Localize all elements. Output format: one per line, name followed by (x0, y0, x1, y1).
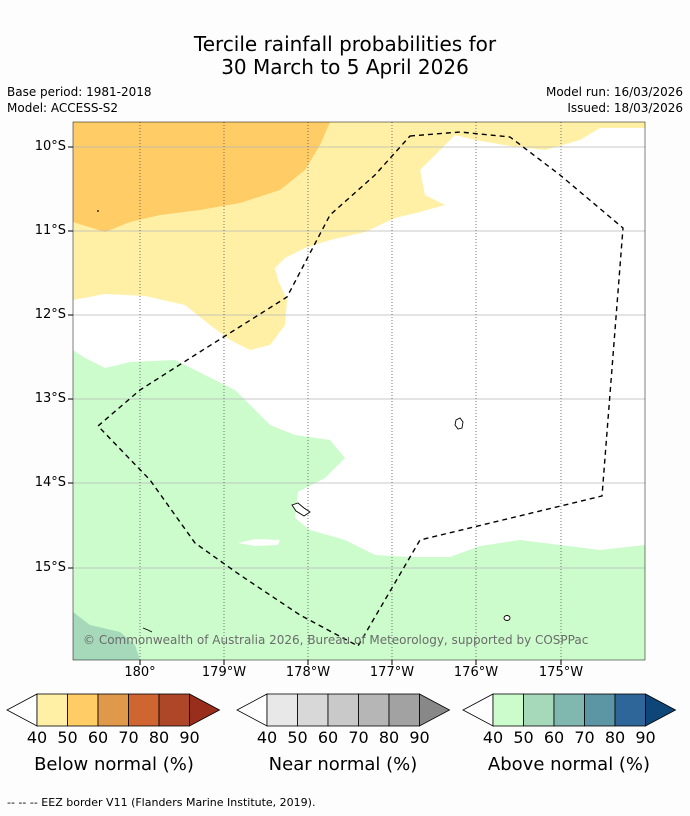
island-dot-north (97, 210, 99, 212)
island-vanua-levu (454, 417, 464, 430)
near-colorbar-segment (388, 693, 420, 727)
near-colorbar-under-triangle (236, 693, 268, 727)
near-colorbar-segment (266, 693, 298, 727)
colorbar-below-normal (6, 693, 221, 727)
gridlines (73, 122, 645, 660)
colorbar-below-title: Below normal (%) (34, 754, 194, 775)
eez-border (96, 131, 624, 647)
copyright-notice: © Commonwealth of Australia 2026, Bureau… (83, 633, 589, 647)
above-colorbar-under-triangle (462, 693, 494, 727)
near-colorbar-tick-label: 70 (348, 728, 369, 747)
lat-label-12s: 12°S (34, 307, 66, 322)
lat-label-13s: 13°S (34, 391, 66, 406)
above-colorbar-segment (492, 693, 524, 727)
lon-label-179w: 179°W (201, 665, 247, 680)
below-colorbar-segment (36, 693, 68, 727)
lon-label-177w: 177°W (369, 665, 415, 680)
lat-label-11s: 11°S (34, 223, 66, 238)
colorbar-above-title: Above normal (%) (487, 754, 651, 775)
issued-date: Issued: 18/03/2026 (567, 101, 683, 115)
below-colorbar-tick-label: 50 (57, 728, 78, 747)
below-colorbar-tick-label: 40 (26, 728, 48, 747)
near-colorbar-tick-label: 50 (287, 728, 308, 747)
lon-label-176w: 176°W (453, 665, 499, 680)
lat-label-15s: 15°S (34, 560, 66, 575)
axis-ticks (68, 146, 562, 665)
below-colorbar-tick-label: 90 (179, 728, 200, 747)
base-period: Base period: 1981-2018 (7, 85, 152, 99)
below-colorbar-over-triangle (189, 693, 221, 727)
above-colorbar-tick-label: 60 (543, 728, 565, 747)
above-colorbar-segment (523, 693, 555, 727)
near-colorbar-segment (358, 693, 390, 727)
below-colorbar-segment (158, 693, 190, 727)
near-colorbar-tick-label: 80 (378, 728, 400, 747)
above-colorbar-tick-label: 80 (604, 728, 626, 747)
above-colorbar-segment (614, 693, 646, 727)
near-colorbar-tick-label: 90 (409, 728, 430, 747)
above-colorbar-segment (553, 693, 585, 727)
above-colorbar-tick-label: 50 (513, 728, 534, 747)
below-colorbar-tick-label: 70 (118, 728, 139, 747)
map-frame (72, 121, 646, 661)
above-colorbar-over-triangle (645, 693, 677, 727)
island-southwest (142, 627, 153, 633)
colorbar-above-normal (462, 693, 677, 727)
below-colorbar-tick-label: 80 (148, 728, 170, 747)
above-colorbar-segment (584, 693, 616, 727)
above-colorbar-tick-label: 70 (574, 728, 595, 747)
below-colorbar-tick-label: 60 (87, 728, 109, 747)
near-colorbar-tick-label: 40 (256, 728, 278, 747)
above-normal-50-region (73, 612, 140, 660)
above-normal-40-region (73, 350, 645, 660)
colorbar-near-normal (236, 693, 451, 727)
below-colorbar-segment (67, 693, 99, 727)
near-colorbar-segment (297, 693, 329, 727)
lat-label-14s: 14°S (34, 475, 66, 490)
above-colorbar-tick-label: 40 (482, 728, 504, 747)
islands (97, 210, 511, 633)
map-title-line2: 30 March to 5 April 2026 (221, 55, 469, 79)
island-lau-group (291, 502, 311, 517)
above-colorbar-tick-label: 90 (635, 728, 656, 747)
model-name: Model: ACCESS-S2 (7, 101, 119, 115)
colorbar-near-title: Near normal (%) (268, 754, 418, 775)
eez-footer-note: -- -- -- EEZ border V11 (Flanders Marine… (7, 796, 316, 809)
lon-label-175w: 175°W (538, 665, 584, 680)
near-colorbar-over-triangle (419, 693, 451, 727)
map-title-line1: Tercile rainfall probabilities for (193, 32, 497, 56)
below-colorbar-segment (128, 693, 160, 727)
model-run: Model run: 16/03/2026 (545, 85, 683, 99)
near-colorbar-tick-label: 60 (317, 728, 339, 747)
lat-label-10s: 10°S (34, 139, 66, 154)
below-colorbar-segment (97, 693, 129, 727)
below-colorbar-under-triangle (6, 693, 38, 727)
below-normal-50-region (73, 122, 330, 232)
lon-label-180: 180° (124, 665, 156, 680)
near-colorbar-segment (327, 693, 359, 727)
white-patch (238, 539, 280, 546)
island-small-south (503, 615, 511, 621)
lon-label-178w: 178°W (285, 665, 331, 680)
